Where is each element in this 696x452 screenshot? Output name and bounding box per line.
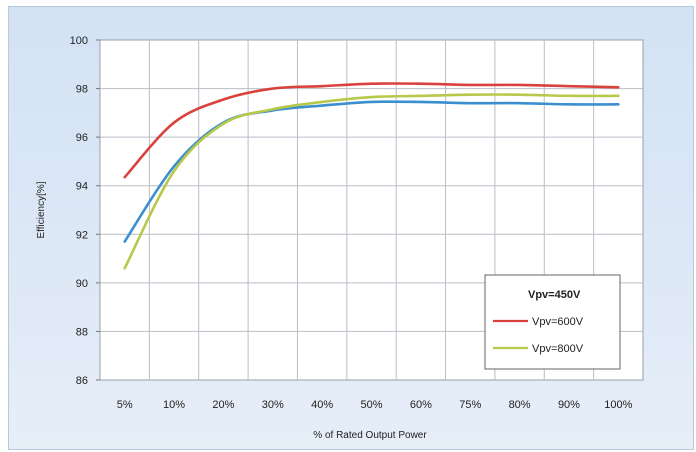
- x-tick-label: 40%: [311, 399, 333, 411]
- x-tick-label: 80%: [509, 399, 531, 411]
- x-tick-label: 60%: [410, 399, 432, 411]
- legend-label: Vpv=600V: [532, 316, 584, 328]
- y-axis-title: Efficiency[%]: [36, 181, 47, 238]
- x-tick-label: 5%: [117, 399, 133, 411]
- series-line-1: [123, 100, 620, 243]
- x-tick-label: 50%: [360, 399, 382, 411]
- y-tick-label: 86: [76, 375, 88, 387]
- series-line-3: [123, 93, 620, 270]
- y-tick-label: 96: [76, 132, 88, 144]
- legend-label: Vpv=800V: [532, 343, 584, 355]
- x-tick-label: 30%: [262, 399, 284, 411]
- x-tick-label: 90%: [558, 399, 580, 411]
- y-tick-label: 88: [76, 326, 88, 338]
- y-tick-label: 92: [76, 229, 88, 241]
- series-layer: [123, 82, 620, 270]
- x-tick-label: 100%: [604, 399, 632, 411]
- legend: Vpv=450V Vpv=600V Vpv=800V: [484, 274, 621, 370]
- y-tick-labels: 100 98 96 94 92 90 88 86: [70, 35, 100, 387]
- x-tick-labels: 5% 10% 20% 30% 40% 50% 60% 75% 80% 90% 100%: [117, 399, 633, 411]
- series-line-2: [123, 82, 620, 179]
- x-tick-label: 75%: [459, 399, 481, 411]
- x-tick-label: 20%: [212, 399, 234, 411]
- y-tick-label: 98: [76, 84, 88, 96]
- y-tick-label: 94: [76, 181, 88, 193]
- x-axis-title: % of Rated Output Power: [313, 430, 427, 441]
- y-tick-label: 90: [76, 278, 88, 290]
- legend-label: Vpv=450V: [528, 289, 581, 301]
- y-tick-label: 100: [70, 35, 88, 47]
- x-tick-label: 10%: [163, 399, 185, 411]
